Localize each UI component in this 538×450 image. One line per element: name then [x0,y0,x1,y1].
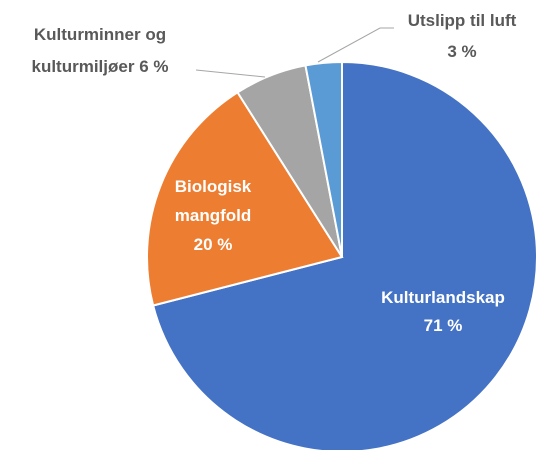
leader-line [195,69,266,78]
data-label: Biologisk mangfold 20 % [163,172,263,259]
data-label: Utslipp til luft 3 % [392,5,532,67]
category-label: Biologisk mangfold [174,177,252,225]
category-label: Kulturminner og kulturmiljøer [31,25,167,76]
pie-slice [151,60,538,450]
leader-line [317,27,394,63]
value-label: 6 % [139,57,169,76]
pie-slice [146,90,344,307]
value-label: 20 % [193,235,233,254]
category-label: Utslipp til luft [407,11,517,30]
pie-slice [304,60,343,258]
category-label: Kulturlandskap [381,288,505,307]
data-label: Kulturminner og kulturmiljøer 6 % [2,19,198,83]
slices [146,60,538,450]
data-label: Kulturlandskap 71 % [355,284,531,340]
value-label: 71 % [423,316,463,335]
value-label: 3 % [447,42,477,61]
